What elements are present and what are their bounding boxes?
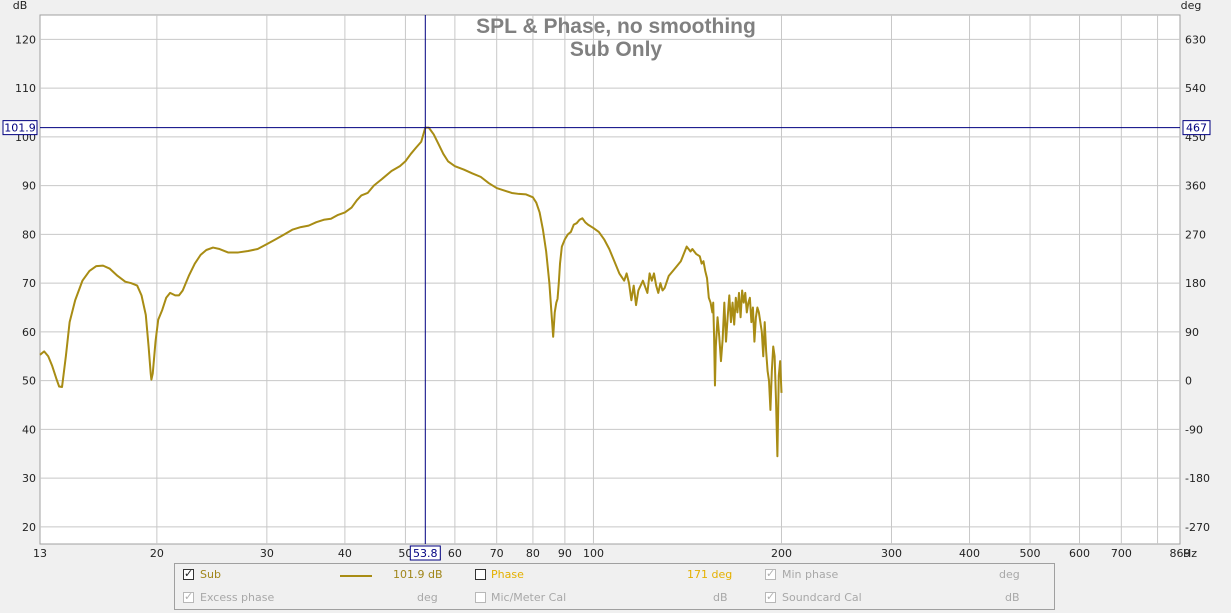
cursor-x-readout-box <box>409 545 441 561</box>
y2-tick-label: 540 <box>1185 82 1206 95</box>
soundcard-cal-label: Soundcard Cal <box>782 591 862 604</box>
sub-color-swatch <box>340 575 372 577</box>
y-tick-label: 30 <box>22 472 36 485</box>
y2-tick-label: 0 <box>1185 375 1192 388</box>
phase-checkbox[interactable] <box>475 569 486 580</box>
y-tick-label: 70 <box>22 277 36 290</box>
cursor-x-readout: 53.8 <box>413 547 438 560</box>
x-tick-label: 60 <box>448 547 462 560</box>
y-axis-label: dB <box>13 0 28 12</box>
mic-meter-cal-value: dB <box>713 591 728 604</box>
y2-tick-label: 180 <box>1185 277 1206 290</box>
excess-phase-checkbox[interactable] <box>183 590 194 603</box>
y2-tick-label: -90 <box>1185 423 1203 436</box>
x-tick-label: 80 <box>526 547 540 560</box>
sub-label: Sub <box>200 568 221 581</box>
y-tick-label: 60 <box>22 326 36 339</box>
phase-value: 171 deg <box>687 568 733 581</box>
y2-tick-label: -270 <box>1185 521 1210 534</box>
excess-phase-value: deg <box>417 591 438 604</box>
spl-chart[interactable]: 13 20 30 40 50 60 70 80 90 100 200 300 400 500 600 700 8… <box>0 0 1231 563</box>
soundcard-cal-checkbox[interactable] <box>765 590 776 603</box>
x-tick-label: 200 <box>771 547 792 560</box>
x-tick-label: 20 <box>150 547 164 560</box>
cursor-y-readout: 101.9 <box>4 122 36 135</box>
x-tick-label: 300 <box>881 547 902 560</box>
cursor-y2-readout-box <box>1182 120 1211 136</box>
y-tick-label: 90 <box>22 180 36 193</box>
y-tick-label: 50 <box>22 375 36 388</box>
y2-tick-label: 90 <box>1185 326 1199 339</box>
chart-subtitle: Sub Only <box>570 38 662 61</box>
excess-phase-label: Excess phase <box>200 591 275 604</box>
y2-tick-label: 270 <box>1185 228 1206 241</box>
y2-tick-label: 360 <box>1185 180 1206 193</box>
legend-panel: Sub 101.9 dB Phase 171 deg Min phase deg… <box>174 563 1055 610</box>
soundcard-cal-value: dB <box>1005 591 1020 604</box>
x-unit-label: Hz <box>1183 547 1197 560</box>
x-tick-label: 13 <box>33 547 47 560</box>
y2-tick-label: -180 <box>1185 472 1210 485</box>
chart-title: SPL & Phase, no smoothing <box>476 15 756 38</box>
min-phase-value: deg <box>999 568 1020 581</box>
y-tick-label: 20 <box>22 521 36 534</box>
x-tick-label: 100 <box>583 547 604 560</box>
sub-spl-line <box>39 126 783 458</box>
x-tick-label: 40 <box>338 547 352 560</box>
y2-tick-label: 630 <box>1185 33 1206 46</box>
cursor-y2-readout: 467 <box>1186 122 1207 135</box>
phase-label: Phase <box>491 568 524 581</box>
y-tick-label: 120 <box>15 33 36 46</box>
y-tick-label: 80 <box>22 228 36 241</box>
y-tick-label: 110 <box>15 82 36 95</box>
x-tick-label: 500 <box>1020 547 1041 560</box>
cursor-y-readout-box <box>2 120 38 136</box>
min-phase-checkbox[interactable] <box>765 567 776 580</box>
sub-value: 101.9 dB <box>393 568 443 581</box>
mic-meter-cal-checkbox[interactable] <box>475 592 486 603</box>
x-tick-label: 50 <box>398 547 412 560</box>
x-tick-label: 90 <box>558 547 572 560</box>
sub-checkbox[interactable] <box>183 567 194 580</box>
min-phase-label: Min phase <box>782 568 839 581</box>
x-tick-label: 30 <box>260 547 274 560</box>
x-tick-label: 600 <box>1069 547 1090 560</box>
x-tick-label: 869 <box>1170 547 1191 560</box>
y-tick-label: 40 <box>22 423 36 436</box>
x-tick-label: 700 <box>1111 547 1132 560</box>
y2-axis-label: deg <box>1181 0 1202 12</box>
plot-area[interactable] <box>39 14 1181 545</box>
mic-meter-cal-label: Mic/Meter Cal <box>491 591 567 604</box>
x-tick-label: 70 <box>490 547 504 560</box>
x-tick-label: 400 <box>959 547 980 560</box>
